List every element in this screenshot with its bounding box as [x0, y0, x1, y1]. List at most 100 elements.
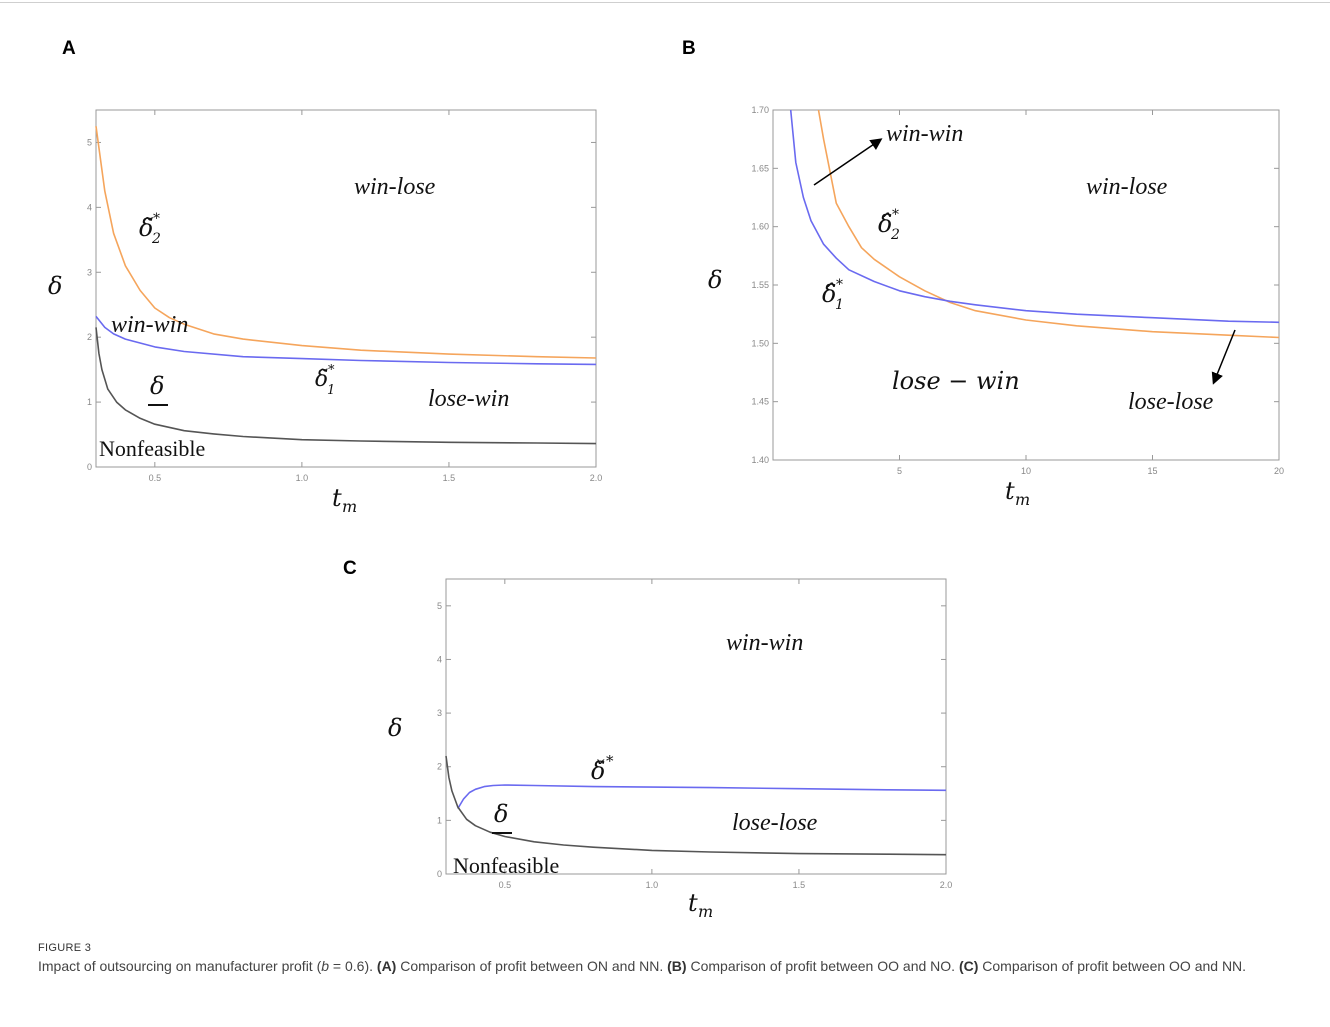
- panel-a-y-tick-label: 4: [87, 202, 92, 212]
- panel-a-plot-frame: [95, 109, 597, 468]
- panel-c-series-line-2: [445, 755, 947, 856]
- panel-b-arrow-lose-lose: [1211, 329, 1236, 385]
- panel-a-delta1-symbol: δ̃: [315, 367, 328, 392]
- panel-b-series-line-2: [789, 109, 1280, 324]
- panel-b-curve-label-delta1: δ̂ 1 *: [822, 277, 844, 313]
- panel-a-y-tick-label: 2: [87, 332, 92, 342]
- panel-c-delta-check-symbol: δ̌: [591, 757, 605, 785]
- panel-a-curve-label-delta2: δ̃ 2 *: [139, 211, 161, 247]
- panel-a-delta-lower-symbol: δ: [150, 372, 164, 400]
- panel-a-region-lose-win: lose-win: [428, 386, 509, 412]
- panel-c-y-tick-label: 2: [437, 762, 442, 772]
- panel-c-x-tick-label: 0.5: [499, 880, 512, 890]
- panel-c-region-lose-lose: lose-lose: [732, 810, 818, 836]
- panel-a-series-line-1: [95, 126, 597, 359]
- panel-b-series: [789, 109, 1280, 339]
- panel-b-region-win-win: win-win: [886, 121, 963, 147]
- caption-c-tag: (C): [958, 958, 979, 974]
- panel-c-curve-label-delta-lower: δ: [492, 800, 512, 834]
- panel-b-axes: 5 10 15 20 1.40 1.45 1.50 1.55 1.60 1.65 1.70: [751, 105, 1284, 476]
- panel-a-curve-label-delta1: δ̃ 1 *: [315, 363, 335, 398]
- panel-b-x-tick-label: 10: [1021, 466, 1031, 476]
- panel-b-series-line-1: [817, 109, 1280, 339]
- panel-c-axes: 0.5 1.0 1.5 2.0 0 1 2 3 4 5: [437, 579, 952, 890]
- panel-a-delta2-symbol: δ̃: [139, 214, 153, 242]
- panel-c-x-tick-label: 1.0: [646, 880, 659, 890]
- panel-b-x-tick-label: 15: [1147, 466, 1157, 476]
- panel-b-x-axis-label: t m: [1005, 477, 1030, 509]
- panel-c-curve-label-delta-check: δ̌ *: [591, 752, 614, 785]
- panel-c: C 0.5 1.0 1.5 2.0 0 1 2 3 4 5 δ t m win-win lose-…: [343, 558, 952, 921]
- panel-a-x-tick-label: 2.0: [590, 473, 603, 483]
- top-divider: [0, 2, 1330, 3]
- panel-b-delta1-sub: 1: [835, 297, 844, 313]
- panel-b-y-tick-label: 1.70: [751, 105, 769, 115]
- panel-b-y-tick-label: 1.40: [751, 455, 769, 465]
- caption-label: FIGURE 3: [38, 942, 92, 954]
- panel-c-delta-check-star: *: [606, 752, 614, 770]
- panel-c-y-tick-label: 4: [437, 654, 442, 664]
- panel-a-delta2-sub: 2: [151, 231, 161, 247]
- panel-b-x-symbol: t: [1005, 477, 1015, 505]
- panel-c-y-tick-label: 3: [437, 708, 442, 718]
- panel-b-y-axis-label: δ: [708, 266, 722, 294]
- panel-b-x-subscript: m: [1015, 490, 1030, 509]
- panel-c-series: [445, 755, 947, 856]
- panel-b: B 5 10 15 201.401.451.501.551.601.651.70 δ …: [682, 38, 1284, 509]
- panel-b-y-tick-label: 1.45: [751, 397, 769, 407]
- panel-a-delta1-sub: 1: [327, 383, 335, 398]
- panel-c-x-tick-label: 2.0: [940, 880, 953, 890]
- panel-c-series-line-1: [457, 784, 947, 810]
- panel-a-delta2-star: *: [153, 211, 160, 227]
- panel-a-x-tick-label: 1.0: [296, 473, 309, 483]
- panel-b-delta1-star: *: [836, 277, 843, 293]
- panel-b-arrow-win-win: [813, 138, 883, 186]
- panel-b-region-win-lose: win-lose: [1086, 174, 1168, 200]
- panel-b-y-tick-label: 1.55: [751, 280, 769, 290]
- panel-b-delta2-symbol: δ̂: [878, 210, 892, 238]
- panel-a-series: [95, 126, 597, 445]
- panel-a-region-win-win: win-win: [111, 312, 188, 338]
- panel-a-region-nonfeasible: Nonfeasible: [99, 436, 205, 461]
- panel-b-x-tick-label: 5: [897, 466, 902, 476]
- panel-c-y-tick-label: 5: [437, 601, 442, 611]
- panel-a-y-tick-label: 5: [87, 137, 92, 147]
- panel-a-y-tick-label: 1: [87, 397, 92, 407]
- caption-part1: Impact of outsourcing on manufacturer pr…: [38, 958, 322, 974]
- panel-a-delta1-star: *: [328, 363, 335, 378]
- panel-b-curve-label-delta2: δ̂ 2 *: [878, 207, 900, 243]
- panel-c-y-axis-label: δ: [388, 714, 402, 742]
- panel-c-letter: C: [343, 558, 357, 579]
- panel-a-series-line-3: [95, 327, 597, 445]
- panel-a-y-tick-label: 3: [87, 267, 92, 277]
- panel-b-region-lose-win: lose − win: [892, 367, 1020, 395]
- caption-part2: = 0.6).: [329, 958, 377, 974]
- panel-b-y-tick-label: 1.65: [751, 163, 769, 173]
- caption-text: Impact of outsourcing on manufacturer pr…: [38, 958, 1246, 974]
- caption-a-text: Comparison of profit between ON and NN.: [396, 958, 668, 974]
- panel-a-x-symbol: t: [332, 484, 342, 512]
- panel-a-y-axis-label: δ: [48, 272, 62, 300]
- panel-c-x-subscript: m: [698, 902, 713, 921]
- caption-b-var: b: [321, 958, 330, 974]
- caption-a-tag: (A): [376, 958, 397, 974]
- panel-a-x-tick-label: 0.5: [149, 473, 162, 483]
- panel-b-delta2-star: *: [892, 207, 899, 223]
- panel-a-y-tick-label: 0: [87, 462, 92, 472]
- panel-c-x-tick-label: 1.5: [793, 880, 806, 890]
- caption-b-text: Comparison of profit between OO and NO.: [686, 958, 959, 974]
- caption-b-tag: (B): [667, 958, 687, 974]
- panel-c-delta-lower-symbol: δ: [494, 800, 508, 828]
- panel-a-x-subscript: m: [342, 497, 357, 516]
- panel-b-y-tick-label: 1.60: [751, 222, 769, 232]
- panel-a-curve-label-delta-lower: δ: [148, 372, 168, 406]
- panel-c-x-axis-label: t m: [688, 889, 713, 921]
- panel-b-delta1-symbol: δ̂: [822, 280, 836, 308]
- panel-a-region-win-lose: win-lose: [354, 174, 436, 200]
- panel-b-letter: B: [682, 38, 696, 59]
- panel-c-x-symbol: t: [688, 889, 698, 917]
- panel-c-y-tick-label: 0: [437, 869, 442, 879]
- panel-b-delta2-sub: 2: [890, 227, 900, 243]
- panel-c-plot-frame: [445, 578, 947, 875]
